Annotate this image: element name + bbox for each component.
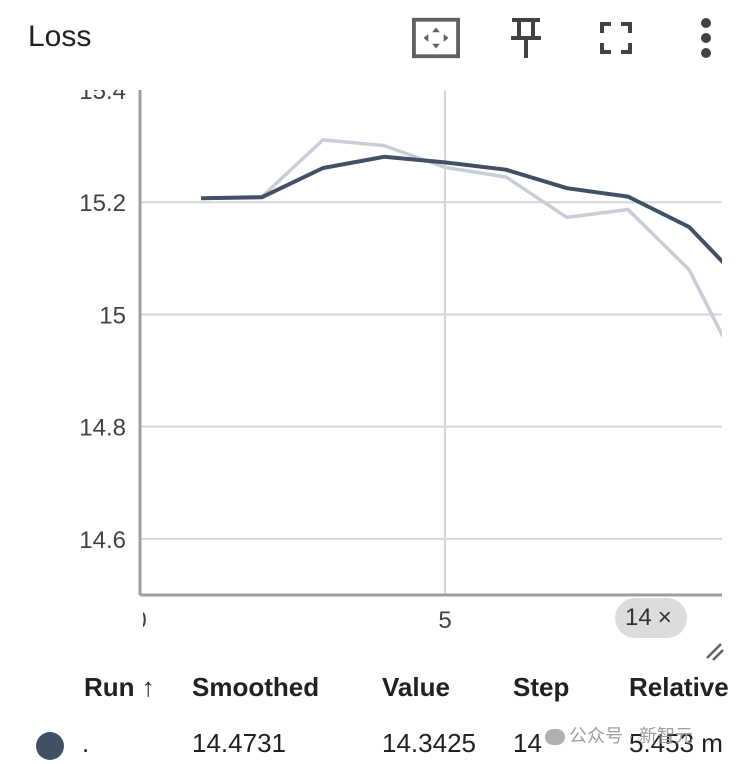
y-tick-label: 15 (99, 302, 126, 329)
run-name-cell: . (82, 728, 90, 758)
column-header-step[interactable]: Step (513, 672, 570, 702)
x-label-mask-left (120, 597, 143, 640)
column-header-run[interactable]: Run ↑ (84, 672, 155, 702)
pin-icon (511, 18, 541, 58)
smoothed-cell: 14.4731 (192, 728, 286, 758)
wechat-icon (545, 729, 565, 746)
column-header-relative[interactable]: Relative (629, 672, 729, 702)
plot-series-group (200, 138, 722, 339)
more-vert-icon (701, 18, 711, 58)
y-tick-label: 14.6 (79, 527, 126, 554)
hover-step-chip: 14 × (615, 598, 687, 638)
more-options-button[interactable] (682, 14, 730, 62)
watermark: 公众号 · 新智元 (545, 722, 693, 748)
x-tick-label: 5 (438, 607, 451, 634)
close-icon[interactable]: × (657, 604, 672, 631)
pin-button[interactable] (502, 14, 550, 62)
step-cell: 14 (513, 728, 542, 758)
value-cell: 14.3425 (382, 728, 476, 758)
raw-series-line (200, 138, 722, 339)
y-label-mask (60, 80, 140, 90)
fullscreen-button[interactable] (592, 14, 640, 62)
resize-handle-icon[interactable] (703, 640, 725, 662)
y-tick-label: 15.2 (79, 190, 126, 217)
card-title: Loss (28, 20, 92, 53)
x-label-mask-right (700, 597, 741, 640)
y-tick-label: 14.8 (79, 415, 126, 442)
fit-to-data-icon (412, 17, 460, 59)
relative-cell: 5.453 m (629, 728, 723, 758)
run-color-dot (36, 732, 64, 760)
fit-domain-button[interactable] (412, 14, 460, 62)
column-header-smoothed[interactable]: Smoothed (192, 672, 320, 702)
watermark-text: 公众号 · 新智元 (569, 726, 693, 746)
card-header: Loss (0, 0, 741, 80)
column-header-value[interactable]: Value (382, 672, 450, 702)
fullscreen-icon (600, 22, 632, 54)
hover-step-label: 14 (625, 604, 652, 631)
smoothed-series-line (200, 154, 722, 265)
